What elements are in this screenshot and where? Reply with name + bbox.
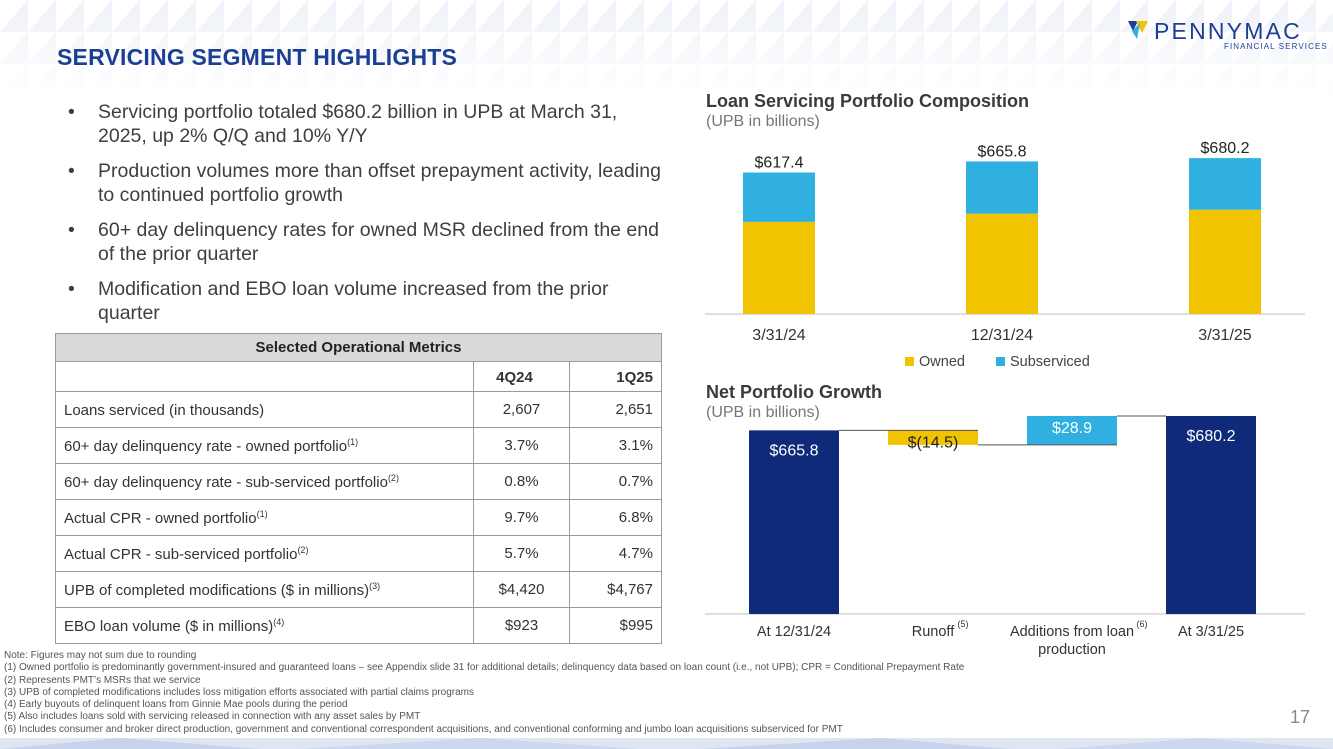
row-value-4q24: 5.7% — [473, 535, 570, 572]
bar-owned — [1189, 209, 1261, 314]
growth-chart: $665.8 $(14.5) $28.9 $680.2 At 12/31/24 Runof… — [705, 415, 1305, 658]
page-number: 17 — [1290, 707, 1311, 727]
row-value-1q25: 0.7% — [569, 463, 662, 500]
table-title: Selected Operational Metrics — [55, 333, 662, 362]
table-row: Actual CPR - sub-serviced portfolio(2) 5… — [55, 535, 662, 572]
footnote: (3) UPB of completed modifications inclu… — [4, 686, 475, 698]
footnote: (4) Early buyouts of delinquent loans fr… — [4, 699, 348, 711]
row-label: EBO loan volume ($ in millions)(4) — [55, 607, 474, 644]
footnote: (2) Represents PMT’s MSRs that we servic… — [4, 674, 201, 686]
legend-label: Subserviced — [1010, 354, 1090, 370]
waterfall-bar — [1027, 416, 1117, 445]
bar-owned — [743, 221, 815, 314]
logo-subtitle: FINANCIAL SERVICES — [1224, 42, 1328, 51]
highlight-item: 60+ day delinquency rates for owned MSR … — [62, 218, 662, 266]
row-label: UPB of completed modifications ($ in mil… — [55, 571, 474, 608]
x-tick-label: Runoff — [912, 624, 955, 640]
row-value-4q24: 9.7% — [473, 499, 570, 536]
composition-chart: $617.4 3/31/24 $665.8 12/31/24 $680.2 3/31/25… — [705, 140, 1305, 370]
waterfall-bar — [749, 430, 839, 614]
row-value-4q24: 3.7% — [473, 427, 570, 464]
logo-mark-icon — [1128, 21, 1148, 39]
footnotes: Note: Figures may not sum due to roundin… — [4, 650, 1204, 736]
bar-value-label: $(14.5) — [908, 434, 959, 451]
x-tick-label: 3/31/24 — [752, 327, 805, 344]
waterfall-bar — [1166, 416, 1256, 614]
company-logo: PENNYMAC FINANCIAL SERVICES — [1128, 18, 1327, 52]
x-tick-label: Additions from loan — [1010, 624, 1134, 640]
x-tick-label: 3/31/25 — [1198, 327, 1251, 344]
bar-subserviced — [743, 172, 815, 222]
row-value-4q24: $4,420 — [473, 571, 570, 608]
highlight-item: Production volumes more than offset prep… — [62, 159, 662, 207]
column-header-4q24: 4Q24 — [473, 361, 570, 392]
table-row: 60+ day delinquency rate - owned portfol… — [55, 427, 662, 464]
legend-swatch — [996, 357, 1005, 366]
row-value-1q25: 3.1% — [569, 427, 662, 464]
legend-swatch — [905, 357, 914, 366]
row-label: Loans serviced (in thousands) — [55, 391, 474, 428]
table-row: UPB of completed modifications ($ in mil… — [55, 571, 662, 608]
growth-chart-subtitle: (UPB in billions) — [706, 404, 820, 421]
page-title: SERVICING SEGMENT HIGHLIGHTS — [57, 44, 458, 70]
row-value-1q25: $995 — [569, 607, 662, 644]
table-header-blank — [55, 361, 474, 392]
bar-subserviced — [1189, 158, 1261, 210]
bar-total-label: $665.8 — [978, 143, 1027, 160]
operational-metrics-table: Selected Operational Metrics 4Q24 1Q25 L… — [55, 333, 662, 644]
bar-owned — [966, 213, 1038, 314]
highlight-item: Modification and EBO loan volume increas… — [62, 277, 662, 325]
bar-value-label: $28.9 — [1052, 420, 1092, 437]
waterfall-bar — [888, 430, 978, 445]
x-tick-label: 12/31/24 — [971, 327, 1033, 344]
logo-wordmark: PENNYMAC — [1154, 18, 1302, 44]
row-value-4q24: $923 — [473, 607, 570, 644]
footnote: (6) Includes consumer and broker direct … — [4, 723, 843, 735]
composition-chart-subtitle: (UPB in billions) — [706, 113, 820, 130]
footnote: (5) Also includes loans sold with servic… — [4, 711, 421, 723]
table-row: Loans serviced (in thousands) 2,607 2,65… — [55, 391, 662, 428]
highlight-item: Servicing portfolio totaled $680.2 billi… — [62, 100, 662, 148]
x-tick-label: At 3/31/25 — [1178, 624, 1244, 640]
row-label: Actual CPR - sub-serviced portfolio(2) — [55, 535, 474, 572]
table-row: 60+ day delinquency rate - sub-serviced … — [55, 463, 662, 500]
row-label: Actual CPR - owned portfolio(1) — [55, 499, 474, 536]
row-value-1q25: 4.7% — [569, 535, 662, 572]
highlights-list: Servicing portfolio totaled $680.2 billi… — [62, 100, 662, 336]
header-background-pattern — [0, 0, 1333, 95]
table-row: Actual CPR - owned portfolio(1) 9.7% 6.8… — [55, 499, 662, 536]
column-header-1q25: 1Q25 — [569, 361, 662, 392]
x-tick-footnote: (5) — [958, 619, 969, 629]
x-tick-footnote: (6) — [1137, 619, 1148, 629]
row-value-4q24: 2,607 — [473, 391, 570, 428]
table-row: EBO loan volume ($ in millions)(4) $923 … — [55, 607, 662, 644]
row-label: 60+ day delinquency rate - owned portfol… — [55, 427, 474, 464]
footnote: (1) Owned portfolio is predominantly gov… — [4, 662, 965, 674]
bar-total-label: $680.2 — [1201, 140, 1250, 157]
bar-value-label: $665.8 — [770, 442, 819, 459]
composition-chart-title: Loan Servicing Portfolio Composition — [706, 91, 1030, 111]
bar-subserviced — [966, 161, 1038, 214]
row-label: 60+ day delinquency rate - sub-serviced … — [55, 463, 474, 500]
growth-chart-title: Net Portfolio Growth — [706, 382, 882, 402]
row-value-1q25: $4,767 — [569, 571, 662, 608]
row-value-1q25: 2,651 — [569, 391, 662, 428]
row-value-4q24: 0.8% — [473, 463, 570, 500]
legend-label: Owned — [919, 354, 965, 370]
footer-background-pattern — [0, 738, 1333, 749]
bar-value-label: $680.2 — [1187, 428, 1236, 445]
row-value-1q25: 6.8% — [569, 499, 662, 536]
bar-total-label: $617.4 — [755, 155, 804, 172]
x-tick-label: At 12/31/24 — [757, 624, 831, 640]
footnote: Note: Figures may not sum due to roundin… — [4, 650, 197, 661]
x-tick-label: production — [1038, 642, 1106, 658]
